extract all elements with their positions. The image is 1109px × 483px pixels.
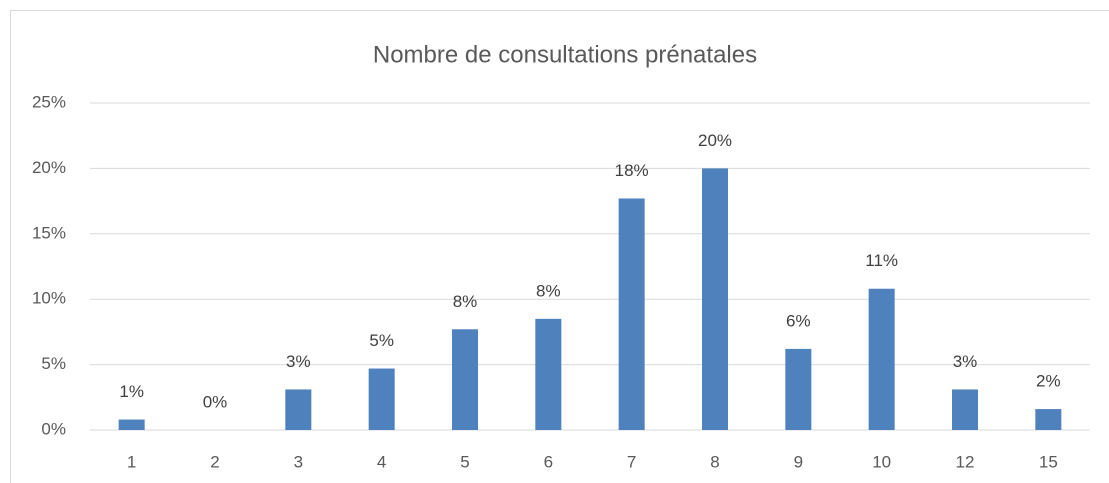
data-label: 8%	[536, 281, 561, 300]
data-label: 3%	[286, 352, 311, 371]
x-tick-label: 12	[956, 452, 975, 471]
y-tick-label: 15%	[32, 223, 66, 242]
x-tick-label: 15	[1039, 452, 1058, 471]
x-tick-label: 5	[460, 452, 469, 471]
bar	[285, 389, 312, 430]
bar	[702, 168, 728, 430]
data-label: 18%	[615, 161, 649, 180]
bar	[118, 419, 145, 430]
bar	[1035, 409, 1062, 430]
y-tick-label: 20%	[32, 158, 66, 177]
bar	[868, 288, 895, 430]
x-tick-label: 6	[544, 452, 553, 471]
bar	[618, 198, 645, 430]
data-label: 11%	[865, 251, 898, 270]
data-label: 20%	[698, 131, 732, 150]
data-label: 8%	[453, 292, 478, 311]
bar	[785, 348, 812, 430]
y-tick-label: 5%	[41, 354, 66, 373]
y-tick-label: 25%	[32, 92, 66, 111]
data-label: 5%	[369, 331, 394, 350]
x-tick-label: 2	[210, 452, 219, 471]
x-tick-label: 10	[872, 452, 891, 471]
y-tick-label: 0%	[41, 419, 66, 438]
data-label: 6%	[786, 311, 811, 330]
data-label: 3%	[953, 352, 978, 371]
x-tick-label: 4	[377, 452, 386, 471]
data-label: 1%	[119, 382, 144, 401]
bar	[452, 329, 478, 430]
x-tick-label: 8	[710, 452, 719, 471]
x-tick-label: 3	[294, 452, 303, 471]
x-tick-label: 9	[794, 452, 803, 471]
x-tick-label: 7	[627, 452, 636, 471]
data-label: 0%	[203, 392, 228, 411]
x-tick-label: 1	[127, 452, 136, 471]
bar	[535, 318, 562, 430]
chart-title: Nombre de consultations prénatales	[373, 41, 757, 68]
bar	[952, 389, 978, 430]
y-tick-label: 10%	[32, 289, 66, 308]
bar	[368, 368, 395, 430]
data-label: 2%	[1036, 372, 1061, 391]
